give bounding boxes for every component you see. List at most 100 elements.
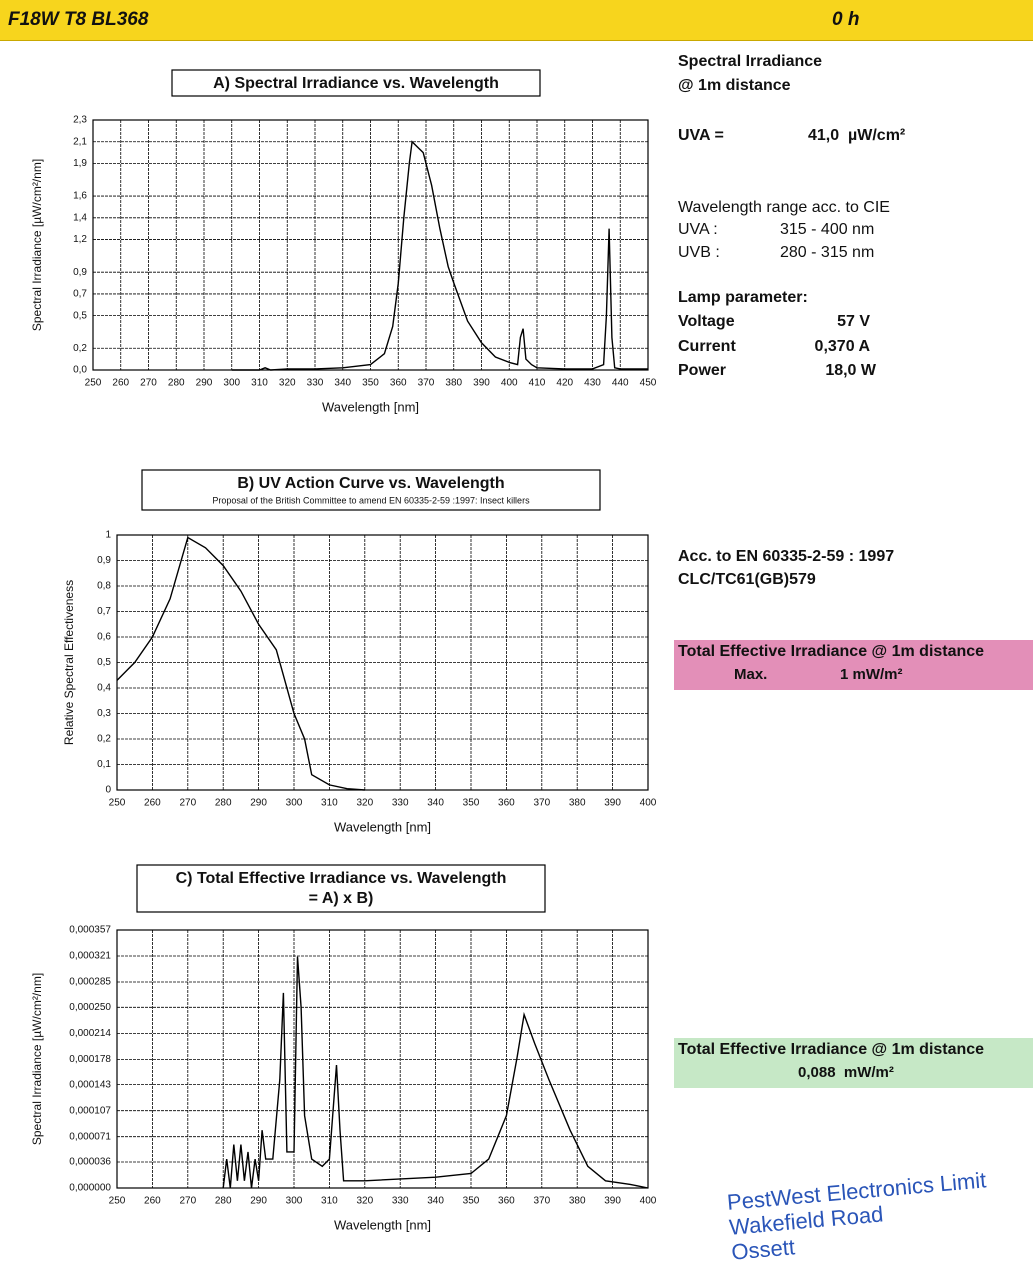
x-tick-label: 280 (168, 378, 185, 389)
x-tick-label: 400 (640, 798, 657, 809)
x-tick-label: 340 (334, 378, 351, 389)
x-tick-label: 330 (307, 378, 324, 389)
x-tick-label: 340 (427, 1196, 444, 1207)
x-tick-label: 450 (640, 378, 657, 389)
x-tick-label: 370 (533, 798, 550, 809)
max-box-value: 1 mW/m² (840, 666, 903, 683)
y-tick-label: 0,000357 (69, 925, 111, 936)
y-tick-label: 2,1 (73, 136, 87, 147)
x-tick-label: 350 (463, 798, 480, 809)
lamp-value: 0,370 A (814, 338, 870, 355)
x-tick-label: 300 (286, 798, 303, 809)
y-tick-label: 0,000000 (69, 1183, 111, 1194)
x-tick-label: 380 (569, 1196, 586, 1207)
range-label: UVA : (678, 221, 718, 238)
y-tick-label: 0,5 (73, 310, 87, 321)
x-tick-label: 270 (179, 1196, 196, 1207)
result-box-value: 0,088 mW/m² (798, 1064, 894, 1081)
x-tick-label: 420 (556, 378, 573, 389)
x-tick-label: 260 (144, 798, 161, 809)
x-tick-label: 350 (463, 1196, 480, 1207)
header-hours: 0 h (832, 9, 860, 30)
x-tick-label: 360 (390, 378, 407, 389)
header-bar (0, 0, 1033, 41)
y-tick-label: 0,000036 (69, 1157, 111, 1168)
x-tick-label: 390 (604, 798, 621, 809)
lamp-value: 18,0 W (825, 362, 876, 379)
y-tick-label: 0,000321 (69, 951, 111, 962)
x-tick-label: 400 (640, 1196, 657, 1207)
y-tick-label: 1,4 (73, 212, 87, 223)
y-tick-label: 0,000214 (69, 1028, 111, 1039)
y-tick-label: 0,7 (97, 606, 111, 617)
y-tick-label: 1 (105, 530, 111, 541)
x-tick-label: 320 (356, 798, 373, 809)
x-tick-label: 300 (286, 1196, 303, 1207)
x-tick-label: 290 (250, 798, 267, 809)
y-tick-label: 0,4 (97, 683, 111, 694)
x-tick-label: 340 (427, 798, 444, 809)
result-box-title: Total Effective Irradiance @ 1m distance (678, 1041, 985, 1058)
y-tick-label: 1,6 (73, 191, 87, 202)
x-tick-label: 310 (251, 378, 268, 389)
x-tick-label: 260 (144, 1196, 161, 1207)
lamp-label: Power (678, 362, 727, 379)
data-line (116, 536, 365, 791)
lamp-value: 57 V (837, 313, 870, 330)
range-value: 280 - 315 nm (780, 244, 875, 261)
y-tick-label: 0,9 (97, 555, 111, 566)
y-tick-label: 1,2 (73, 234, 87, 245)
y-tick-label: 0,000143 (69, 1079, 111, 1090)
max-box-label: Max. (734, 666, 768, 683)
panel-heading: @ 1m distance (678, 77, 791, 94)
chart-title: A) Spectral Irradiance vs. Wavelength (213, 75, 499, 92)
y-tick-label: 2,3 (73, 115, 87, 126)
x-tick-label: 260 (112, 378, 129, 389)
title-box (171, 69, 541, 97)
y-tick-label: 0,1 (97, 759, 111, 770)
x-tick-label: 410 (529, 378, 546, 389)
x-tick-label: 380 (445, 378, 462, 389)
title-box (136, 864, 546, 913)
panel-heading: Spectral Irradiance (678, 53, 823, 70)
y-tick-label: 0,2 (97, 734, 111, 745)
x-tick-label: 330 (392, 798, 409, 809)
x-tick-label: 440 (612, 378, 629, 389)
y-tick-label: 0,000250 (69, 1002, 111, 1013)
charts: 0,0 0,2 0,5 0,7 0,9 1,2 1,4 1,6 1,9 2,1 2,3 250 260 2… (30, 69, 657, 1232)
data-line (222, 956, 649, 1189)
y-tick-label: 0,0 (73, 365, 87, 376)
x-axis-label: Wavelength [nm] (334, 819, 431, 834)
y-tick-label: 0,000107 (69, 1105, 111, 1116)
x-tick-label: 310 (321, 798, 338, 809)
standard: CLC/TC61(GB)579 (678, 571, 816, 588)
x-tick-label: 360 (498, 798, 515, 809)
result-box (674, 1038, 1033, 1088)
y-axis-label: Spectral Irradiance [µW/cm²/nm] (30, 973, 44, 1145)
max-box (674, 640, 1033, 690)
x-axis-label: Wavelength [nm] (334, 1217, 431, 1232)
x-tick-label: 330 (392, 1196, 409, 1207)
range-heading: Wavelength range acc. to CIE (678, 199, 890, 216)
y-tick-label: 0,6 (97, 632, 111, 643)
standard: Acc. to EN 60335-2-59 : 1997 (678, 548, 895, 565)
x-tick-label: 300 (223, 378, 240, 389)
x-tick-label: 320 (356, 1196, 373, 1207)
range-value: 315 - 400 nm (780, 221, 875, 238)
y-tick-label: 0,3 (97, 708, 111, 719)
lamp-label: Voltage (678, 313, 735, 330)
x-tick-label: 360 (498, 1196, 515, 1207)
x-tick-label: 390 (473, 378, 490, 389)
x-tick-label: 400 (501, 378, 518, 389)
y-tick-label: 1,9 (73, 158, 87, 169)
chart-subtitle: = A) x B) (309, 890, 374, 907)
y-tick-label: 0,000178 (69, 1054, 111, 1065)
x-tick-label: 290 (250, 1196, 267, 1207)
lamp-label: Current (678, 338, 736, 355)
y-tick-label: 0,5 (97, 657, 111, 668)
x-tick-label: 250 (85, 378, 102, 389)
x-tick-label: 250 (109, 1196, 126, 1207)
y-tick-label: 0,9 (73, 267, 87, 278)
header-title: F18W T8 BL368 (8, 9, 149, 30)
y-tick-label: 0,2 (73, 343, 87, 354)
